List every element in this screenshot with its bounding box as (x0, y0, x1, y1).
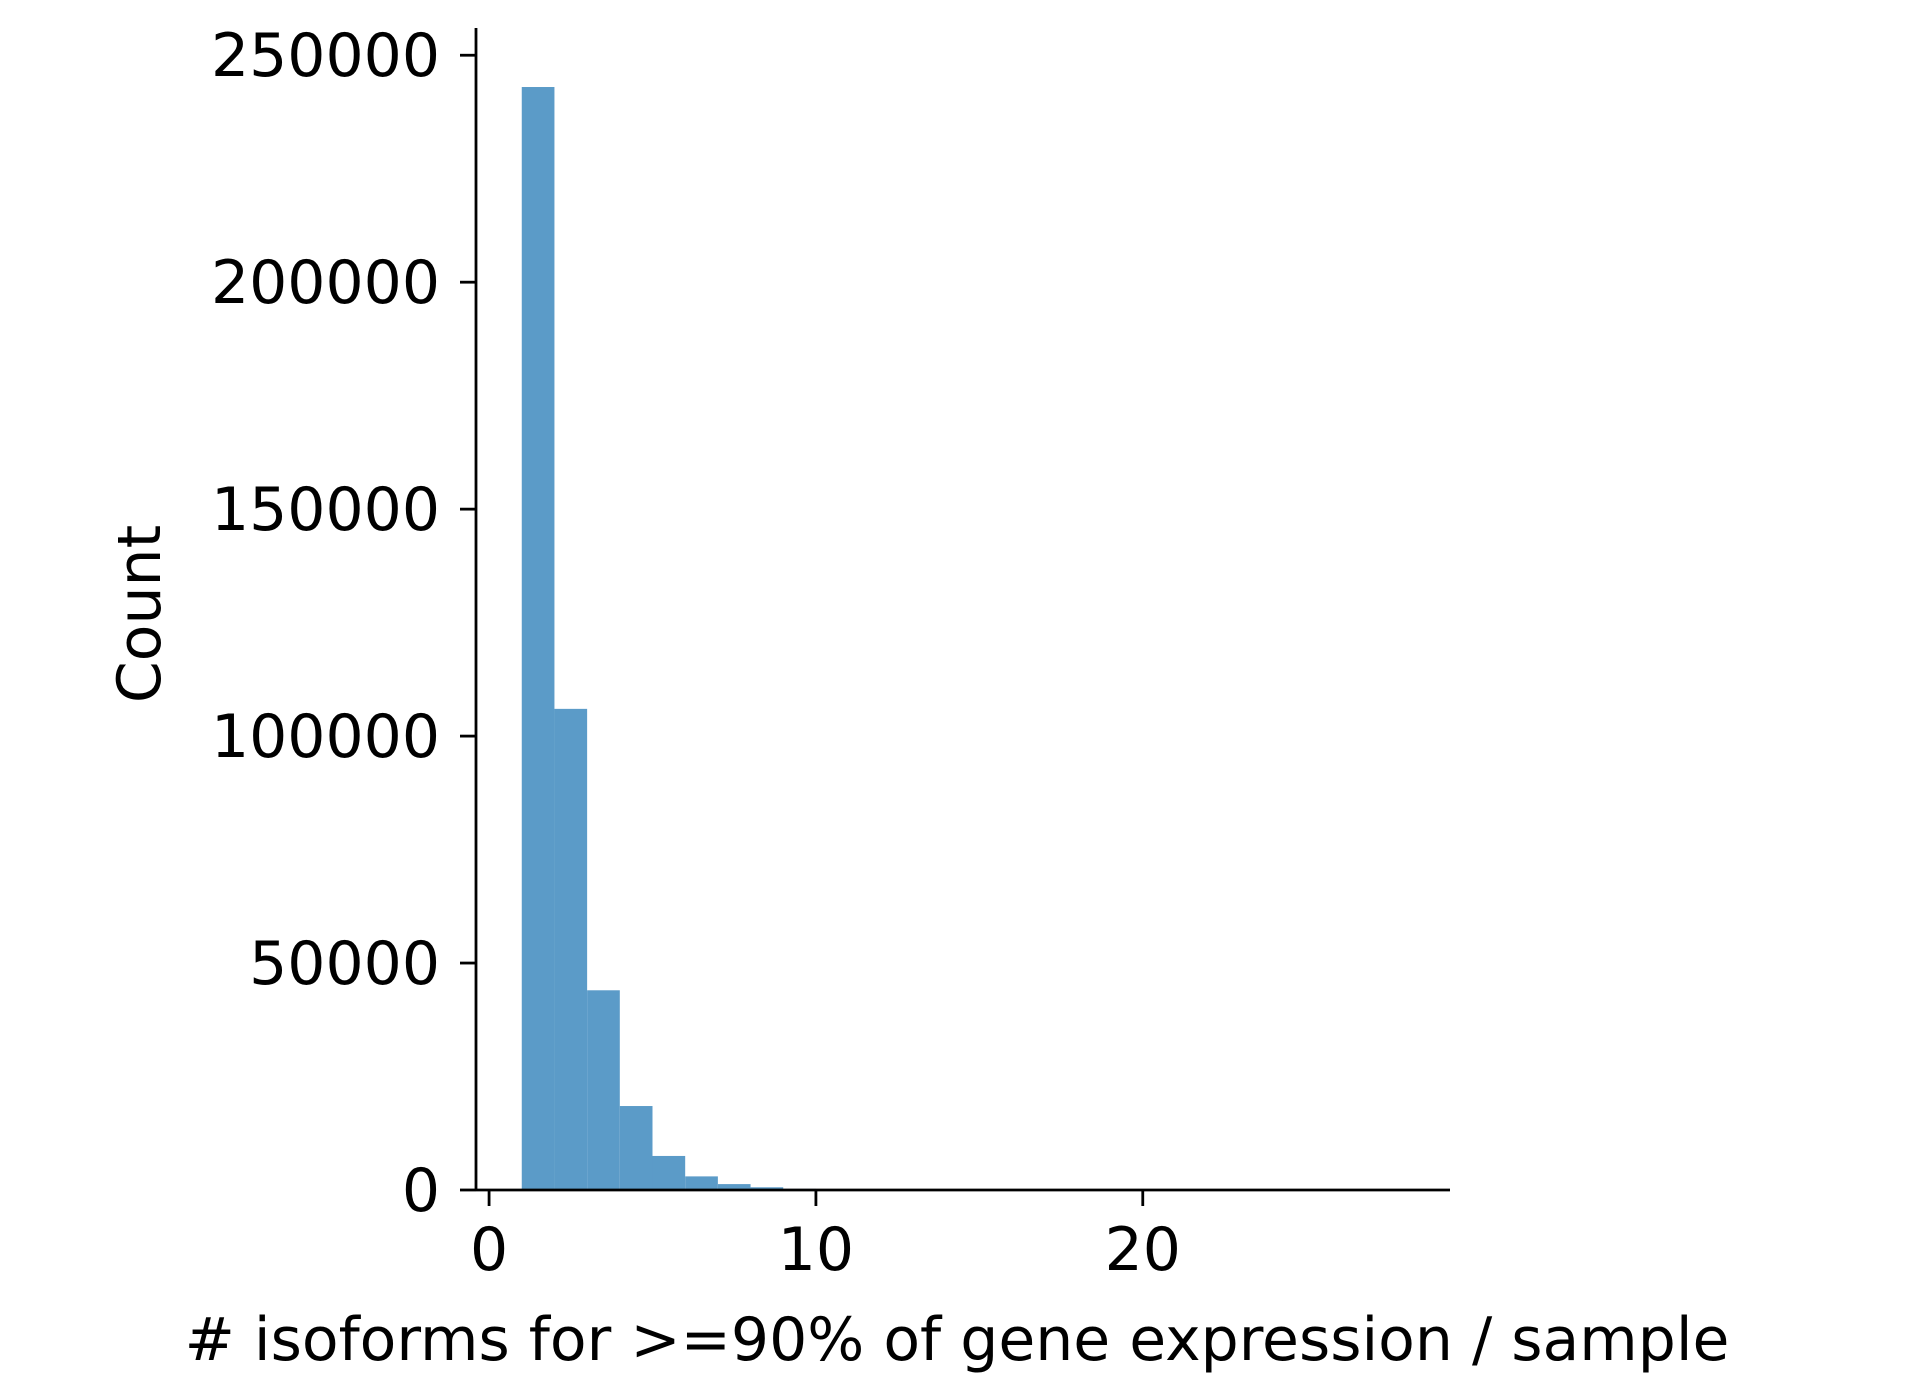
x-tick-label: 10 (778, 1215, 854, 1285)
y-tick-label: 50000 (249, 929, 440, 999)
histogram-bars (521, 87, 980, 1190)
histogram-bar-6 (717, 1184, 751, 1190)
y-tick-label: 0 (402, 1156, 440, 1226)
y-axis-label: Count (105, 525, 175, 703)
x-axis-ticks: 0 10 20 (470, 1190, 1181, 1285)
y-axis-ticks: 0 50000 100000 150000 200000 250000 (211, 21, 476, 1226)
y-tick-label: 250000 (211, 21, 440, 91)
histogram-bar-5 (685, 1176, 718, 1190)
histogram-bar-0 (521, 87, 555, 1190)
histogram-bar-1 (554, 708, 588, 1190)
y-tick-label: 150000 (211, 475, 440, 545)
x-tick-label: 0 (470, 1215, 508, 1285)
histogram-bar-4 (652, 1155, 686, 1190)
y-tick-label: 200000 (211, 248, 440, 318)
histogram-bar-3 (619, 1106, 653, 1190)
histogram-bar-2 (587, 990, 620, 1190)
x-axis-label: # isoforms for >=90% of gene expression … (185, 1305, 1730, 1375)
x-tick-label: 20 (1105, 1215, 1181, 1285)
y-tick-label: 100000 (211, 702, 440, 772)
